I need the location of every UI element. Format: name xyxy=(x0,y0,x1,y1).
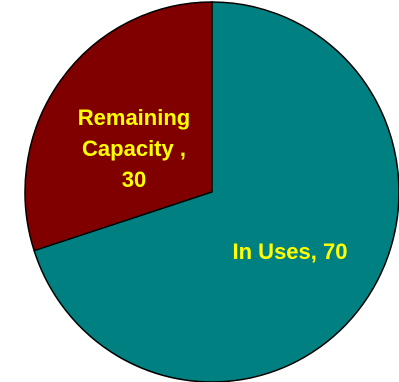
pie-slices xyxy=(24,1,399,382)
pie-slice-remaining-capacity xyxy=(24,1,213,252)
slice-label-remaining-capacity: Remaining Capacity , 30 xyxy=(78,105,190,192)
slice-label-line: Capacity , xyxy=(82,136,186,161)
pie-slice-in-uses xyxy=(33,1,399,382)
slice-labels: Remaining Capacity , 30 In Uses, 70 xyxy=(78,105,348,264)
slice-label-line: 30 xyxy=(122,167,146,192)
slice-label-line: In Uses, 70 xyxy=(233,239,348,264)
slice-label-line: Remaining xyxy=(78,105,190,130)
slice-label-in-uses: In Uses, 70 xyxy=(233,239,348,264)
